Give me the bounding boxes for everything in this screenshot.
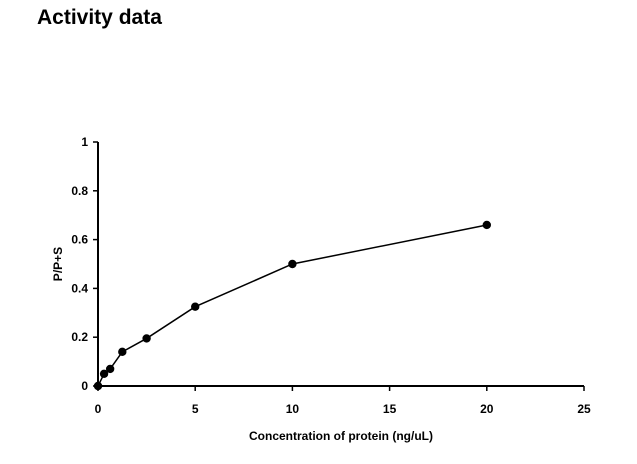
data-point: [288, 259, 297, 269]
x-tick-label: 5: [192, 402, 199, 416]
data-point: [99, 369, 109, 378]
y-tick-label: 1: [81, 135, 88, 149]
series-line: [97, 224, 487, 387]
data-point: [191, 302, 200, 311]
x-axis: 0 5 10 15 20 25 Concentration of protein (ng/…: [95, 385, 591, 443]
x-tick-label: 0: [95, 402, 102, 416]
data-point: [93, 381, 103, 391]
y-tick-label: 0.6: [71, 233, 88, 247]
data-point: [142, 334, 151, 343]
x-tick-label: 15: [383, 402, 397, 416]
y-axis-label: P/P+S: [51, 247, 65, 281]
y-tick-label: 0: [81, 379, 88, 393]
x-axis-label: Concentration of protein (ng/uL): [249, 429, 433, 443]
data-point: [118, 347, 127, 357]
x-tick-label: 10: [286, 402, 300, 416]
x-ticks: 0 5 10 15 20 25: [95, 386, 591, 416]
data-point: [105, 364, 115, 374]
data-point: [482, 220, 491, 230]
y-tick-label: 0.2: [71, 330, 88, 344]
y-tick-label: 0.8: [71, 184, 88, 198]
y-axis: 0 0.2 0.4 0.6 0.8 1 P/P+S: [51, 135, 99, 393]
x-tick-label: 20: [480, 402, 494, 416]
y-tick-label: 0.4: [71, 281, 88, 295]
plot-area: [93, 220, 491, 391]
page-title: Activity data: [37, 6, 162, 29]
x-tick-label: 25: [577, 402, 591, 416]
y-ticks: 0 0.2 0.4 0.6 0.8 1: [71, 135, 98, 393]
